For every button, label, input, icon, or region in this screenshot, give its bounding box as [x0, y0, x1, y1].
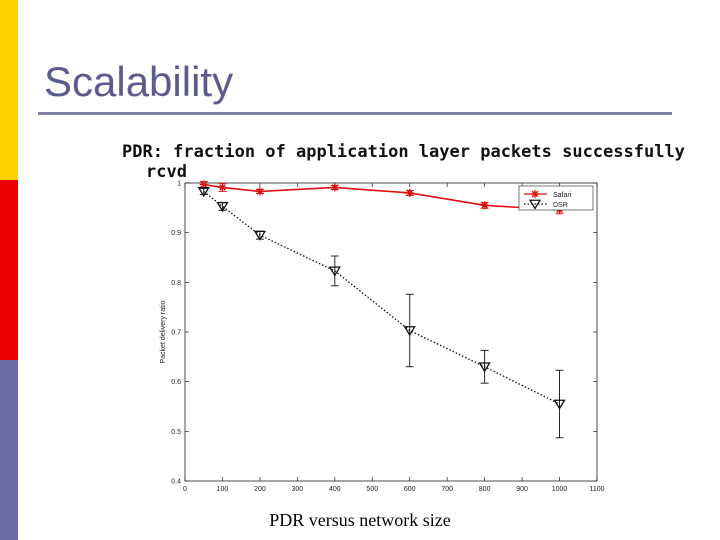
- x-tick-label: 500: [366, 486, 378, 493]
- data-point-triangle: [403, 326, 416, 337]
- data-point-star: [200, 181, 208, 188]
- data-point-star: [219, 184, 226, 191]
- data-point-triangle: [328, 266, 341, 277]
- x-tick-label: 900: [516, 486, 528, 493]
- accent-bar-blue: [0, 360, 18, 540]
- y-tick-label: 0.9: [171, 230, 181, 237]
- chart-container: 0 100 200 300 400 500 600 700 800 900 1000 1100 0.4 0…: [150, 176, 610, 496]
- y-tick-label: 0.7: [171, 330, 181, 337]
- data-point-star: [481, 202, 488, 209]
- data-point-star: [331, 184, 339, 191]
- y-tick-label: 0.8: [171, 280, 181, 287]
- data-point-triangle: [528, 199, 542, 210]
- legend-label-safari: Safari: [553, 192, 572, 199]
- y-tick-label: 0.5: [171, 429, 181, 436]
- y-axis-label: Packet delivery ratio: [160, 300, 167, 363]
- data-point-star: [406, 189, 414, 197]
- data-point-triangle: [197, 187, 210, 198]
- series-line-safari: [203, 183, 560, 211]
- slide-title: Scalability: [44, 58, 234, 105]
- data-point-triangle: [553, 399, 566, 410]
- slide-subtitle: PDR: fraction of application layer packe…: [122, 142, 685, 162]
- data-point-triangle: [216, 201, 229, 213]
- x-tick-label: 300: [292, 486, 304, 493]
- data-point-triangle: [478, 362, 491, 373]
- data-point-triangle: [253, 230, 267, 241]
- series-line-dsr: [203, 190, 560, 405]
- plot-frame: [184, 182, 598, 482]
- pdr-chart: 0 100 200 300 400 500 600 700 800 900 1000 1100 0.4 0…: [160, 180, 605, 493]
- x-tick-label: 200: [254, 486, 266, 493]
- accent-bar-red: [0, 180, 18, 360]
- x-tick-label: 800: [479, 486, 491, 493]
- x-tick-label: 1000: [552, 486, 568, 493]
- y-tick-label: 0.4: [171, 479, 181, 486]
- x-tick-label: 400: [329, 486, 341, 493]
- x-tick-label: 0: [183, 486, 187, 493]
- accent-bar-yellow: [0, 0, 18, 180]
- x-tick-label: 700: [441, 486, 453, 493]
- slide-subtitle-continuation: rcvd: [146, 162, 187, 178]
- y-tick-label: 0.6: [171, 379, 181, 386]
- x-tick-label: 100: [217, 486, 229, 493]
- data-point-star: [256, 188, 264, 195]
- data-point-star: [531, 190, 539, 198]
- figure-caption: PDR versus network size: [269, 510, 451, 530]
- legend-label-dsr: DSR: [553, 202, 568, 209]
- x-tick-label: 1100: [589, 486, 604, 493]
- y-tick-label: 1: [177, 181, 181, 188]
- legend-box: [518, 185, 594, 211]
- x-tick-label: 600: [404, 486, 416, 493]
- title-underline: [38, 112, 672, 115]
